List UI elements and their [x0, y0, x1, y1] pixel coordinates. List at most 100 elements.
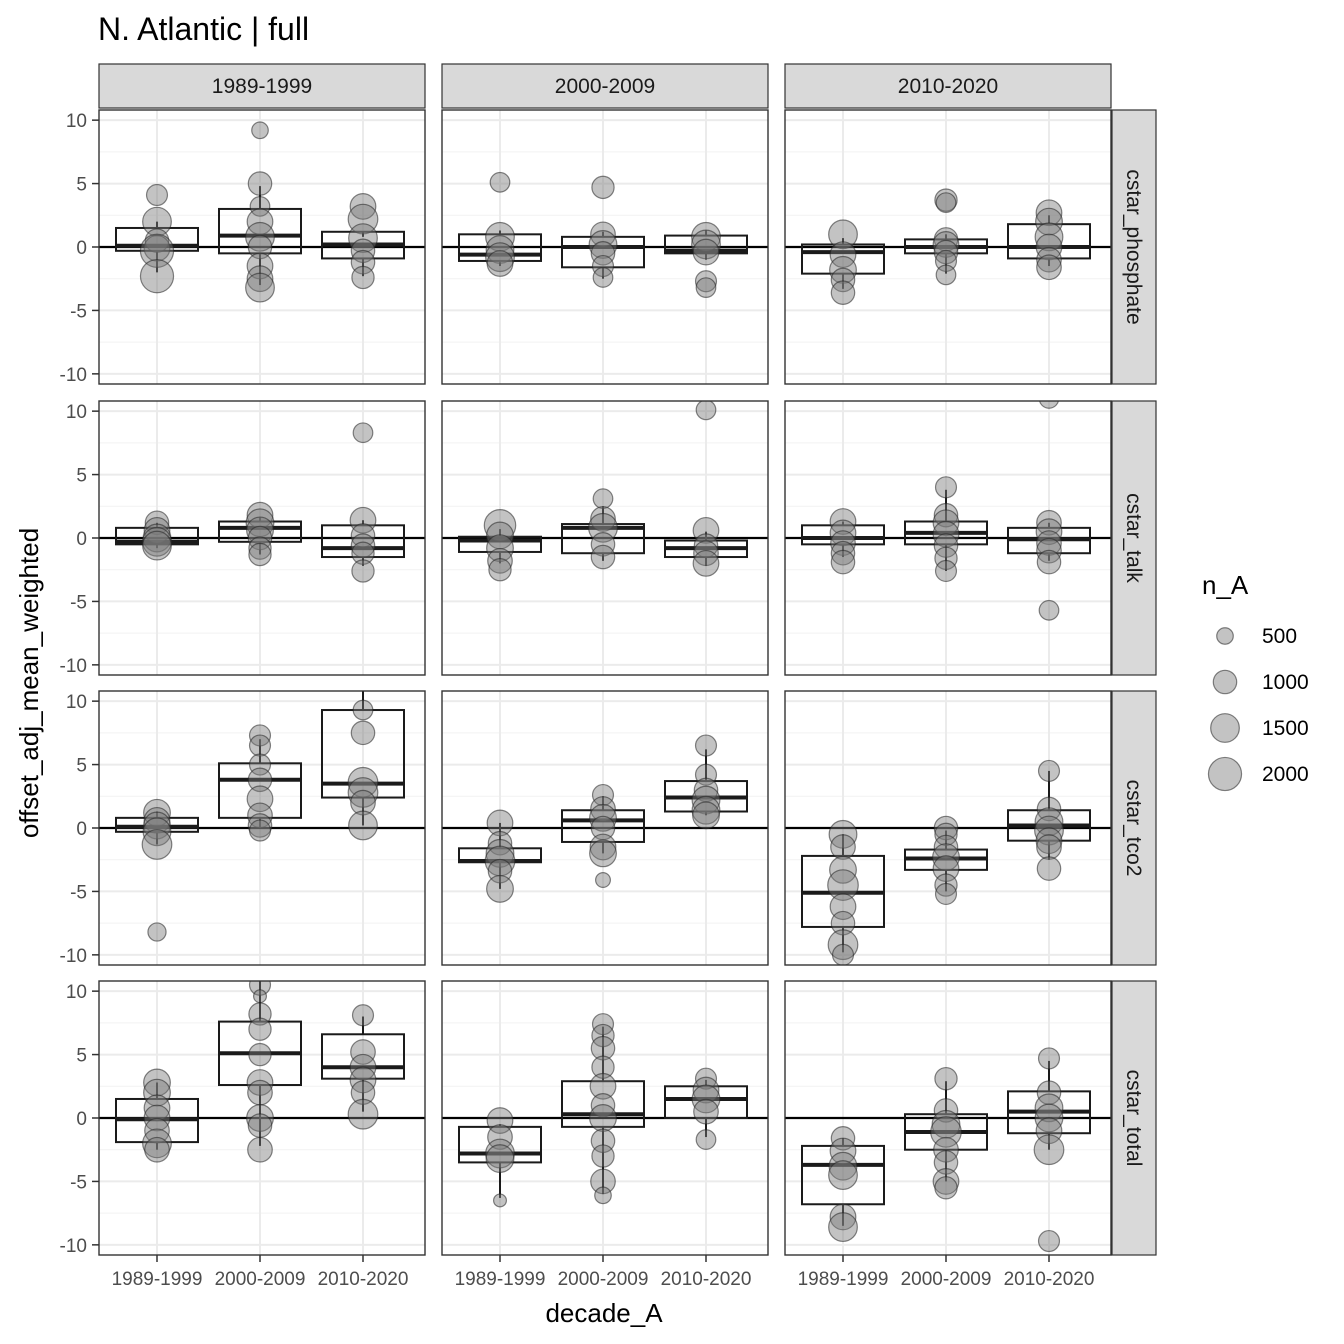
data-point: [933, 239, 959, 265]
data-point: [934, 1066, 958, 1091]
data-point: [1033, 1134, 1065, 1166]
data-point: [591, 783, 615, 807]
data-point: [829, 519, 857, 547]
data-point: [348, 223, 378, 254]
y-tick-label: 0: [76, 529, 87, 550]
data-point: [1038, 599, 1060, 621]
data-point: [592, 267, 614, 288]
panel-content: [785, 401, 1111, 621]
data-point: [485, 235, 515, 264]
panel-border: [784, 109, 1112, 385]
panel-content: [442, 734, 768, 903]
y-axis-title: offset_adj_mean_weighted: [14, 528, 44, 838]
data-point: [352, 699, 374, 721]
row-strip-2: [1111, 690, 1157, 966]
data-point: [1038, 401, 1060, 409]
y-tick-label: -5: [70, 301, 87, 322]
data-point: [147, 922, 167, 942]
data-point: [935, 264, 957, 286]
x-axis-ticks: 1989-1999 2000-2009 2010-2020 1989-1999 2000…: [112, 1255, 1094, 1290]
data-point: [1035, 518, 1063, 546]
data-point: [828, 219, 858, 250]
panel-border: [441, 980, 769, 1256]
row-strip-1: [1111, 400, 1157, 676]
panel-3-2: [784, 980, 1112, 1256]
data-point: [591, 1055, 615, 1079]
data-point: [933, 502, 959, 528]
x-tick-label: 2010-2020: [661, 1269, 752, 1290]
data-point: [349, 192, 377, 220]
data-point: [349, 506, 377, 534]
data-point: [488, 558, 512, 582]
y-tick-label: -5: [70, 882, 87, 903]
data-point: [589, 839, 617, 868]
y-tick-label: -10: [60, 946, 87, 967]
data-point: [1035, 207, 1063, 236]
data-point: [1035, 827, 1063, 855]
data-point: [590, 506, 616, 532]
data-point: [1035, 1117, 1063, 1145]
data-point: [347, 777, 379, 808]
panel-0-1: [441, 109, 769, 385]
data-point: [590, 241, 616, 266]
data-point: [1036, 246, 1062, 273]
data-point: [934, 873, 958, 897]
data-point: [348, 810, 378, 841]
data-point: [1034, 1093, 1064, 1123]
data-point: [590, 796, 616, 822]
data-point: [831, 943, 855, 965]
data-point: [827, 869, 859, 901]
data-point: [350, 789, 376, 816]
panel-1-0: [98, 400, 426, 676]
data-point: [829, 508, 857, 535]
data-point: [589, 1072, 617, 1100]
y-axis-ticks: 10 5 0 -5 -10 10 5 0 -5 -10 10 5 0 -5 -10 10 5 0 -5 -10: [60, 111, 99, 1257]
data-point: [485, 838, 515, 868]
data-point: [594, 872, 611, 889]
data-point: [1034, 807, 1064, 837]
data-point: [247, 525, 273, 551]
data-point: [590, 1035, 616, 1061]
data-point: [141, 829, 173, 860]
data-point: [590, 1168, 616, 1195]
data-point: [934, 822, 958, 847]
data-point: [934, 882, 958, 906]
panel-2-1: [441, 690, 769, 966]
y-tick-label: 10: [66, 402, 87, 423]
data-point: [487, 547, 513, 574]
panel-1-2: [784, 400, 1112, 676]
data-point: [486, 809, 514, 837]
data-point: [145, 183, 169, 207]
data-point: [351, 1004, 375, 1027]
box: [458, 535, 542, 553]
data-point: [590, 544, 616, 570]
data-point: [249, 196, 271, 217]
data-point: [692, 516, 720, 544]
data-point: [246, 501, 274, 529]
row-strip-label: cstar_total: [1122, 1070, 1145, 1167]
data-point: [248, 734, 272, 757]
box: [801, 524, 885, 546]
box: [801, 243, 885, 275]
data-point: [695, 277, 717, 298]
data-point: [1036, 549, 1062, 575]
data-point: [830, 280, 856, 305]
data-point: [692, 238, 720, 266]
row-strip-label: cstar_talk: [1122, 493, 1145, 583]
data-point: [1037, 1047, 1061, 1070]
panel-content: [785, 188, 1111, 305]
data-point: [143, 1068, 171, 1097]
panel-content: [99, 981, 425, 1163]
panel-content: [785, 1047, 1111, 1253]
y-tick-label: 0: [76, 1109, 87, 1130]
data-point: [144, 1117, 170, 1144]
legend: n_A 500 1000 1500 2000: [1202, 570, 1309, 792]
y-tick-label: 10: [66, 982, 87, 1003]
panel-3-0: [98, 980, 426, 1256]
data-point: [1036, 254, 1062, 281]
panel-content: [785, 759, 1111, 965]
data-point: [1036, 796, 1062, 822]
data-point: [350, 720, 376, 746]
panel-border: [441, 400, 769, 676]
data-point: [143, 516, 171, 544]
